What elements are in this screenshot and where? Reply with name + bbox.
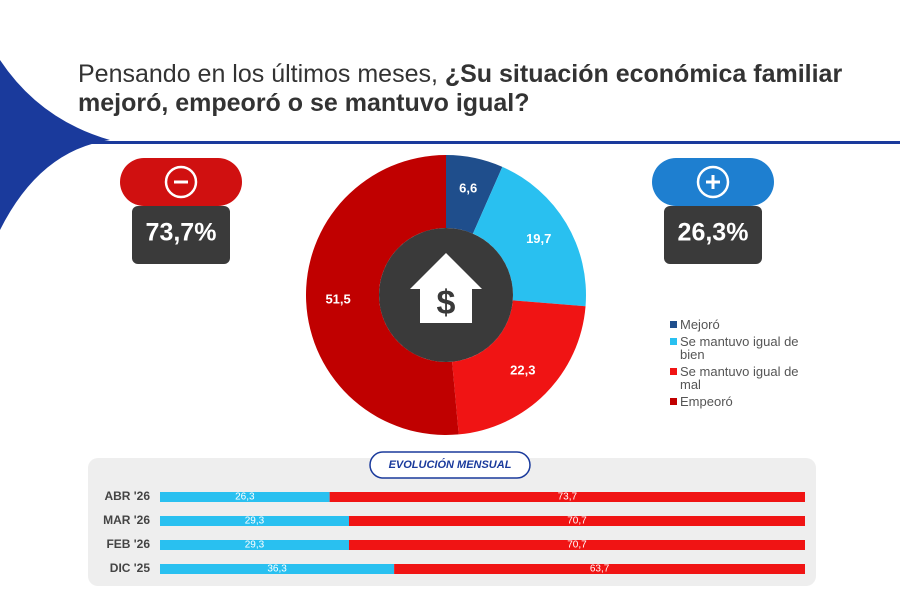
decor-swoosh: [0, 60, 110, 230]
legend-label: Empeoró: [680, 394, 733, 409]
donut-slice: [446, 155, 503, 234]
legend-swatch: [670, 368, 677, 375]
value-label: 70,7: [567, 540, 587, 551]
title: Pensando en los últimos meses, ¿Su situa…: [78, 60, 858, 118]
divider: [60, 141, 900, 144]
value-label: 6,6: [459, 181, 477, 196]
negative-box: [132, 206, 230, 264]
donut: 6,6 19,7 22,3 51,5 $: [305, 154, 586, 436]
minus-icon: [174, 180, 188, 184]
value-label: 29,3: [245, 516, 265, 527]
bar-segment: [348, 540, 805, 550]
donut-slice: [305, 154, 459, 436]
value-label: 29,3: [245, 540, 265, 551]
bar-segment: [160, 516, 349, 526]
value-label: 26,3: [235, 492, 255, 503]
positive-total: 26,3%: [678, 219, 749, 247]
y-tick-label: MAR '26: [103, 513, 150, 527]
y-tick-label: ABR '26: [104, 489, 150, 503]
y-tick-label: DIC '25: [110, 561, 151, 575]
legend-label: Mejoró: [680, 317, 720, 332]
legend-swatch: [670, 321, 677, 328]
y-tick-label: FEB '26: [106, 537, 150, 551]
value-label: 36,3: [267, 564, 287, 575]
donut-slice: [472, 166, 586, 307]
bar-segment: [348, 516, 805, 526]
legend-label: Se mantuvo igual de mal: [680, 364, 799, 392]
house-icon: [410, 253, 482, 323]
value-label: 51,5: [325, 291, 350, 306]
dollar-icon: $: [437, 284, 456, 322]
legend-item: Se mantuvo igual de bien: [670, 335, 820, 361]
value-label: 63,7: [590, 564, 610, 575]
bars: ABR '26 26,3 73,7 MAR '26 29,3 70,7 FEB '26 29,…: [103, 489, 805, 575]
title-question: ¿Su situación económica familiar mejoró,…: [78, 60, 843, 117]
bar-segment: [160, 564, 395, 574]
value-label: 19,7: [526, 231, 551, 246]
plus-icon: [696, 165, 730, 199]
legend-item: Se mantuvo igual de mal: [670, 365, 820, 391]
bar-segment: [160, 540, 349, 550]
positive-box: [664, 206, 762, 264]
legend-swatch: [670, 398, 677, 405]
legend-swatch: [670, 338, 677, 345]
legend-item: Mejoró: [670, 318, 820, 331]
plus-icon: [711, 175, 715, 189]
panel-title-pill: [369, 451, 531, 479]
legend-label: Se mantuvo igual de bien: [680, 334, 799, 362]
legend-item: Empeoró: [670, 395, 820, 408]
bar-segment: [329, 492, 805, 502]
value-label: 70,7: [567, 516, 587, 527]
minus-icon: [164, 165, 198, 199]
negative-total: 73,7%: [146, 219, 217, 247]
legend: Mejoró Se mantuvo igual de bien Se mantuvo…: [670, 318, 820, 412]
panel-title: EVOLUCIÓN MENSUAL: [389, 458, 512, 471]
title-lead: Pensando en los últimos meses,: [78, 60, 445, 88]
bar-segment: [160, 492, 330, 502]
value-label: 22,3: [510, 362, 535, 377]
value-label: 73,7: [558, 492, 578, 503]
donut-slice: [452, 300, 586, 435]
bar-segment: [394, 564, 805, 574]
